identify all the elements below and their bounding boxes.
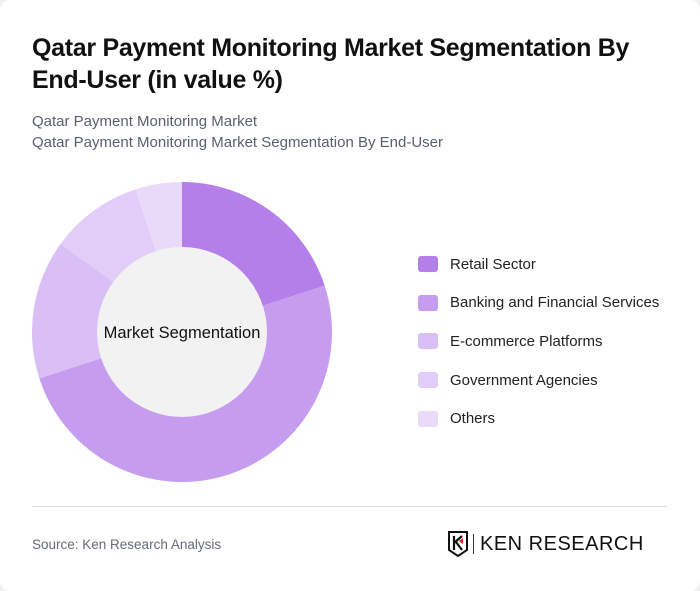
footer-divider — [32, 506, 668, 507]
source-note: Source: Ken Research Analysis — [32, 537, 222, 552]
legend-label: Others — [450, 410, 496, 428]
legend-label: Banking and Financial Services — [450, 294, 660, 312]
legend-label: E-commerce Platforms — [450, 332, 603, 350]
donut-center-label: Market Segmentation — [104, 324, 261, 342]
logo-text: KEN RESEARCH — [480, 532, 644, 555]
legend-item: E-commerce Platforms — [418, 322, 659, 361]
donut-chart: Market Segmentation — [32, 182, 332, 482]
legend-item: Retail Sector — [418, 245, 659, 284]
chart-legend: Retail Sector Banking and Financial Servi… — [418, 245, 659, 438]
chart-title: Qatar Payment Monitoring Market Segmenta… — [32, 34, 630, 94]
legend-item: Government Agencies — [418, 361, 659, 400]
ken-research-logo: KEN RESEARCH — [447, 531, 644, 557]
legend-label: Retail Sector — [450, 255, 536, 273]
legend-swatch-icon — [418, 410, 438, 427]
legend-item: Banking and Financial Services — [418, 284, 659, 323]
legend-swatch-icon — [418, 333, 438, 350]
legend-swatch-icon — [418, 372, 438, 389]
subtitle-segmentation: Qatar Payment Monitoring Market Segmenta… — [32, 134, 444, 151]
legend-swatch-icon — [418, 294, 438, 311]
logo-divider — [473, 534, 474, 554]
donut-center — [97, 247, 267, 417]
legend-item: Others — [418, 399, 659, 438]
ken-logo-icon — [448, 531, 468, 557]
legend-label: Government Agencies — [450, 371, 598, 389]
subtitle-market: Qatar Payment Monitoring Market — [32, 113, 258, 130]
legend-swatch-icon — [418, 256, 438, 273]
